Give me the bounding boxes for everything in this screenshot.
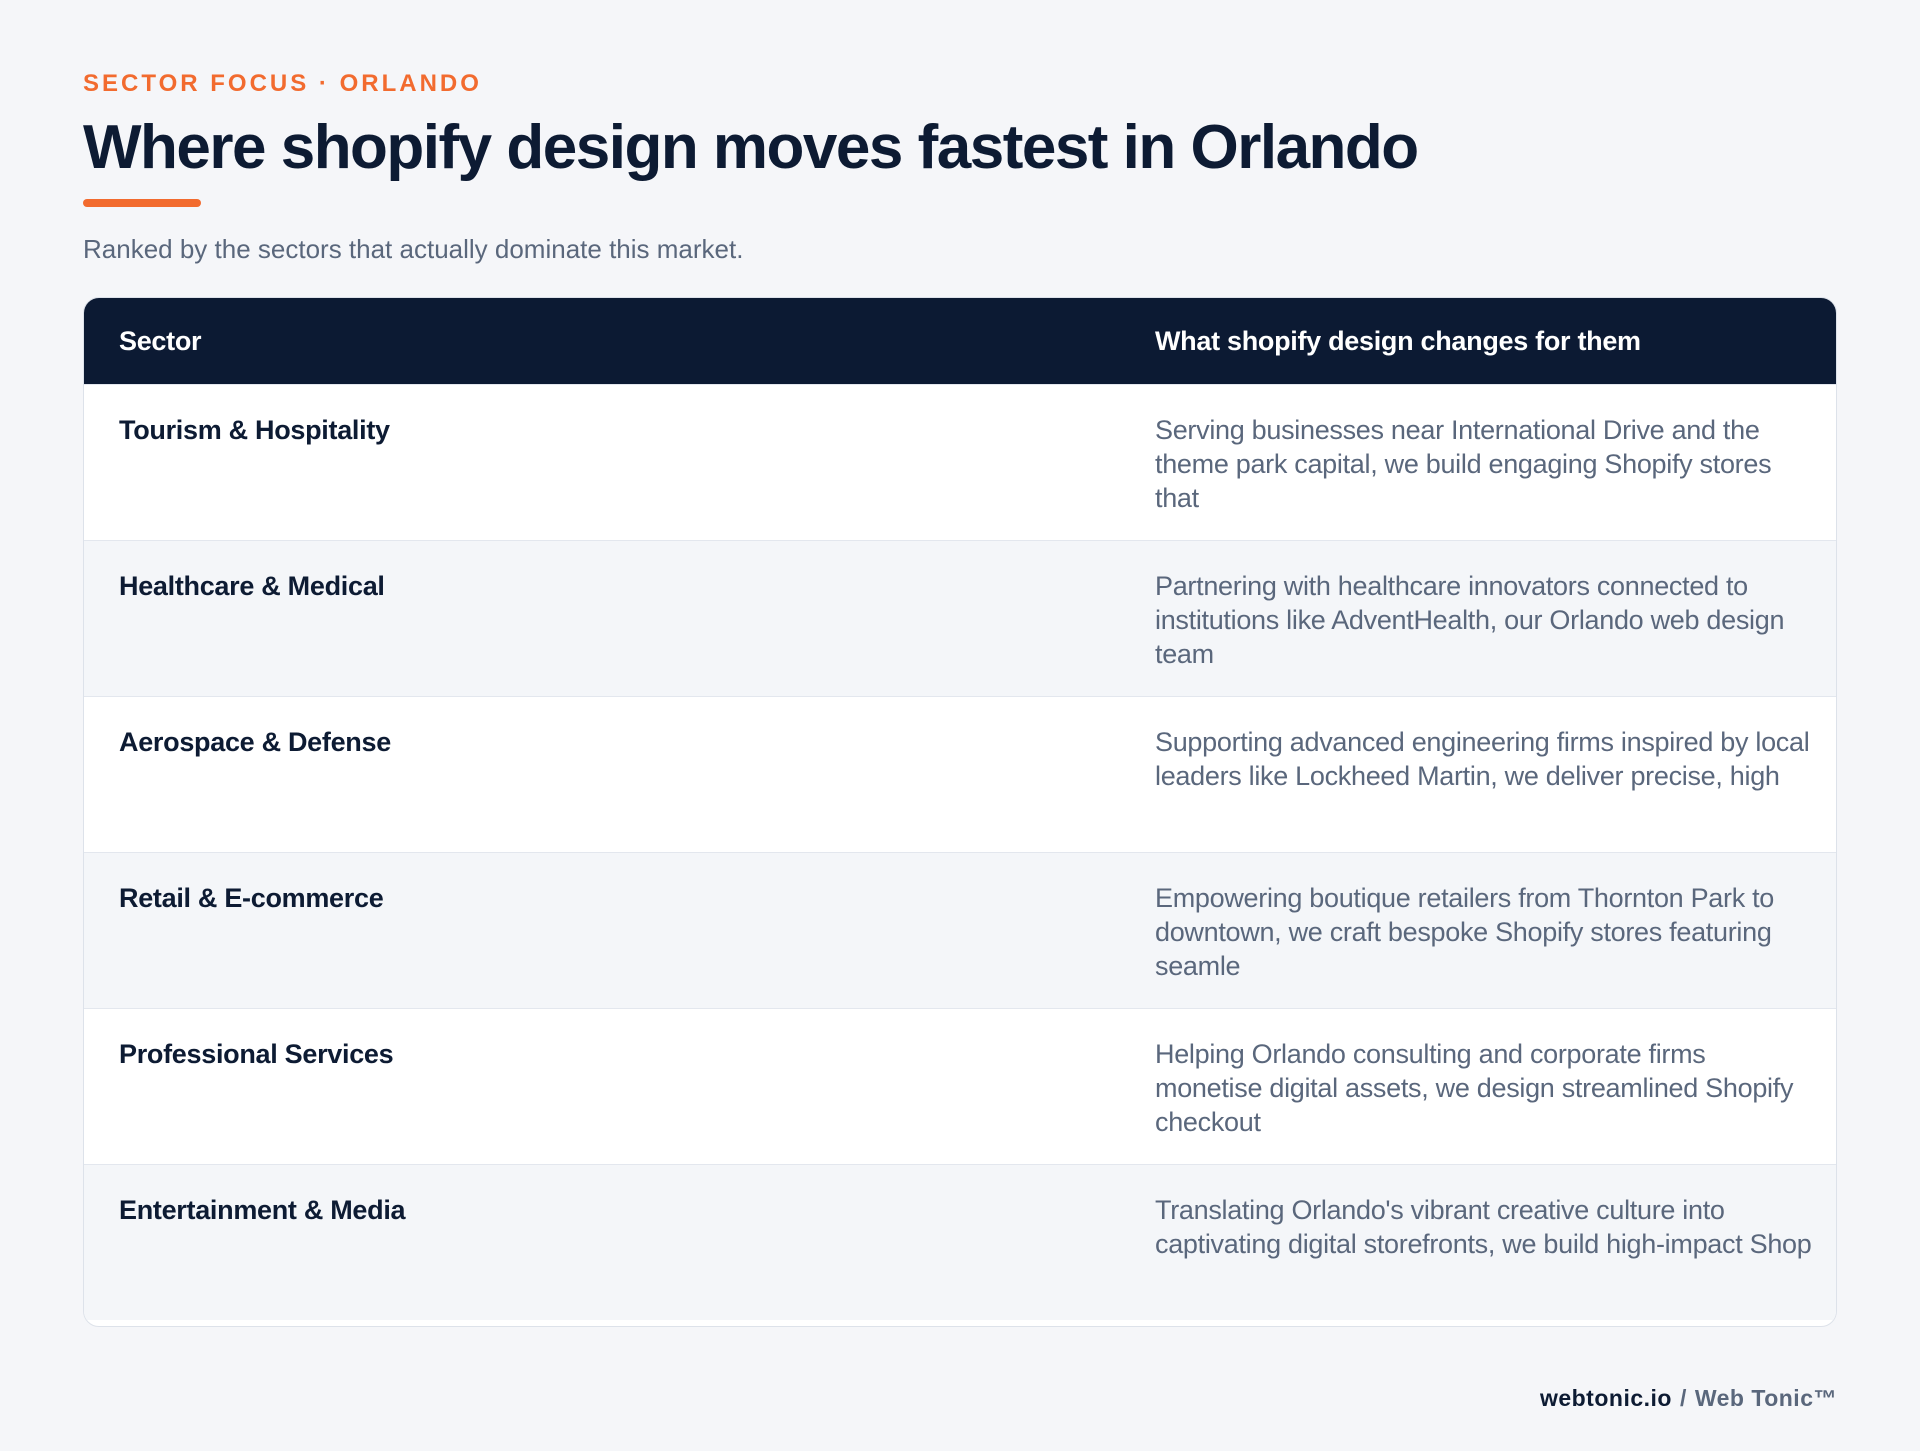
sector-name: Professional Services <box>119 1039 394 1069</box>
sector-table: Sector What shopify design changes for t… <box>83 297 1837 1327</box>
sector-name: Aerospace & Defense <box>119 727 391 757</box>
column-header-sector: Sector <box>119 326 202 356</box>
sector-name: Healthcare & Medical <box>119 571 385 601</box>
sector-description: Serving businesses near International Dr… <box>1155 415 1772 513</box>
table-row: Healthcare & Medical Partnering with hea… <box>84 540 1836 696</box>
page-subtitle: Ranked by the sectors that actually domi… <box>83 234 744 264</box>
sector-description: Empowering boutique retailers from Thorn… <box>1155 883 1775 981</box>
footer-credit: webtonic.io / Web Tonic™ <box>1540 1385 1837 1412</box>
table-row: Aerospace & Defense Supporting advanced … <box>84 696 1836 852</box>
title-underline-accent <box>83 199 201 207</box>
sector-description: Supporting advanced engineering firms in… <box>1155 727 1810 791</box>
table-row: Tourism & Hospitality Serving businesses… <box>84 384 1836 540</box>
sector-name: Entertainment & Media <box>119 1195 406 1225</box>
footer-domain-link[interactable]: webtonic.io <box>1539 1385 1672 1411</box>
table-header: Sector What shopify design changes for t… <box>84 298 1836 384</box>
sector-name: Retail & E-commerce <box>119 883 384 913</box>
table-row: Professional Services Helping Orlando co… <box>84 1008 1836 1164</box>
footer-brand: Web Tonic™ <box>1694 1385 1837 1411</box>
footer-separator: / <box>1679 1385 1687 1411</box>
section-kicker: SECTOR FOCUS · ORLANDO <box>83 70 482 97</box>
sector-description: Translating Orlando's vibrant creative c… <box>1155 1195 1812 1259</box>
page-title: Where shopify design moves fastest in Or… <box>83 113 1419 182</box>
column-header-description: What shopify design changes for them <box>1155 326 1641 356</box>
table-row: Retail & E-commerce Empowering boutique … <box>84 852 1836 1008</box>
sector-description: Partnering with healthcare innovators co… <box>1155 571 1785 669</box>
sector-name: Tourism & Hospitality <box>119 415 390 445</box>
sector-description: Helping Orlando consulting and corporate… <box>1155 1039 1794 1137</box>
table-row: Entertainment & Media Translating Orland… <box>84 1164 1836 1320</box>
